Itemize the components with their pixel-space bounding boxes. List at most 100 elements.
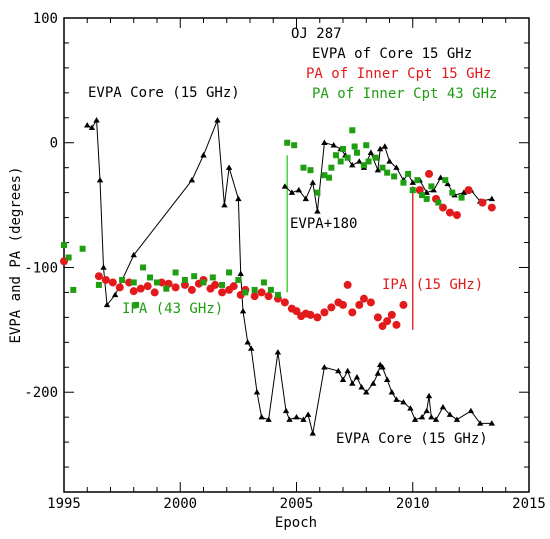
data-point-circle	[229, 282, 238, 291]
data-point-circle	[257, 288, 266, 297]
x-tick-label: 2010	[396, 496, 430, 512]
data-point-circle	[264, 292, 273, 301]
x-tick-label: 2000	[163, 496, 197, 512]
data-point-triangle	[258, 413, 265, 420]
data-point-triangle	[282, 407, 290, 414]
data-point-square	[409, 187, 416, 194]
data-point-triangle	[309, 179, 316, 185]
data-point-triangle	[407, 405, 414, 411]
data-point-square	[414, 177, 421, 184]
data-point-square	[458, 194, 465, 201]
data-point-square	[379, 164, 386, 171]
data-point-square	[163, 285, 170, 292]
data-point-triangle	[130, 251, 137, 258]
series-circle	[60, 169, 496, 331]
data-point-circle	[348, 308, 357, 317]
data-point-circle	[320, 308, 329, 317]
data-point-square	[130, 279, 137, 286]
data-point-square	[321, 172, 328, 179]
data-point-triangle	[423, 407, 430, 414]
data-point-square	[372, 154, 379, 161]
data-point-square	[147, 274, 154, 281]
data-point-triangle	[349, 380, 356, 386]
data-point-square	[384, 169, 391, 176]
data-point-triangle	[300, 416, 307, 422]
data-point-square	[154, 279, 160, 286]
data-point-square	[235, 276, 242, 283]
data-point-triangle	[356, 158, 363, 164]
data-point-triangle	[339, 376, 347, 382]
data-point-square	[349, 127, 356, 134]
data-point-square	[267, 286, 274, 293]
data-point-square	[391, 173, 398, 180]
data-point-triangle	[288, 189, 296, 195]
data-point-circle	[392, 320, 401, 329]
data-point-square	[365, 158, 372, 165]
data-point-circle	[373, 313, 382, 322]
data-point-square	[314, 189, 321, 196]
data-point-square	[95, 281, 102, 288]
data-point-circle	[383, 317, 392, 326]
data-point-triangle	[386, 158, 393, 164]
data-point-square	[61, 242, 67, 249]
data-point-triangle	[358, 384, 365, 390]
data-point-triangle	[188, 176, 196, 183]
data-point-circle	[218, 288, 227, 297]
data-point-square	[291, 142, 298, 149]
y-tick-label: -200	[24, 385, 58, 401]
data-point-triangle	[432, 416, 440, 422]
data-point-square	[251, 286, 258, 293]
data-point-square	[428, 183, 435, 190]
data-point-triangle	[247, 345, 255, 351]
legend-entry-inner-15ghz: PA of Inner Cpt 15 GHz	[306, 66, 491, 82]
data-point-square	[219, 281, 226, 288]
data-point-square	[242, 289, 249, 296]
data-point-triangle	[488, 195, 495, 202]
data-point-circle	[399, 300, 408, 309]
data-point-circle	[343, 280, 352, 289]
legend-entry-core-15ghz: EVPA of Core 15 GHz	[312, 46, 472, 62]
data-point-circle	[387, 310, 396, 319]
data-point-triangle	[409, 179, 416, 185]
data-point-triangle	[411, 416, 419, 422]
data-point-triangle	[88, 124, 96, 131]
data-point-square	[328, 164, 335, 171]
y-tick-label: -100	[24, 260, 58, 276]
data-point-circle	[211, 280, 220, 289]
data-point-square	[363, 142, 370, 149]
series-line	[284, 142, 492, 212]
data-point-square	[274, 291, 281, 298]
data-point-square	[333, 152, 340, 159]
data-point-square	[353, 149, 360, 156]
data-point-triangle	[444, 180, 451, 187]
data-point-circle	[464, 186, 473, 195]
data-point-triangle	[437, 174, 444, 180]
annotation-ipa-15ghz: IPA (15 GHz)	[382, 277, 483, 293]
data-point-triangle	[295, 186, 303, 193]
data-point-triangle	[96, 176, 104, 183]
annotation-ipa-43ghz: IPA (43 GHz)	[122, 301, 223, 317]
data-point-circle	[171, 283, 180, 292]
data-point-triangle	[200, 152, 207, 158]
data-point-square	[307, 167, 314, 174]
data-point-triangle	[349, 161, 356, 168]
data-point-triangle	[330, 142, 337, 148]
series-layer	[60, 117, 496, 436]
data-point-triangle	[453, 416, 461, 422]
data-point-square	[284, 139, 291, 146]
data-point-triangle	[304, 411, 312, 417]
data-point-triangle	[274, 349, 282, 355]
data-point-circle	[452, 211, 461, 220]
data-point-triangle	[221, 201, 228, 208]
data-point-triangle	[381, 143, 389, 149]
data-point-triangle	[111, 291, 119, 298]
data-point-circle	[280, 298, 289, 307]
x-axis-label: Epoch	[275, 515, 317, 531]
data-point-triangle	[439, 403, 447, 410]
data-point-circle	[94, 272, 103, 281]
data-point-square	[337, 158, 344, 165]
data-point-triangle	[388, 389, 396, 395]
data-point-circle	[129, 287, 138, 296]
data-point-square	[442, 177, 449, 184]
data-point-square	[405, 170, 412, 177]
